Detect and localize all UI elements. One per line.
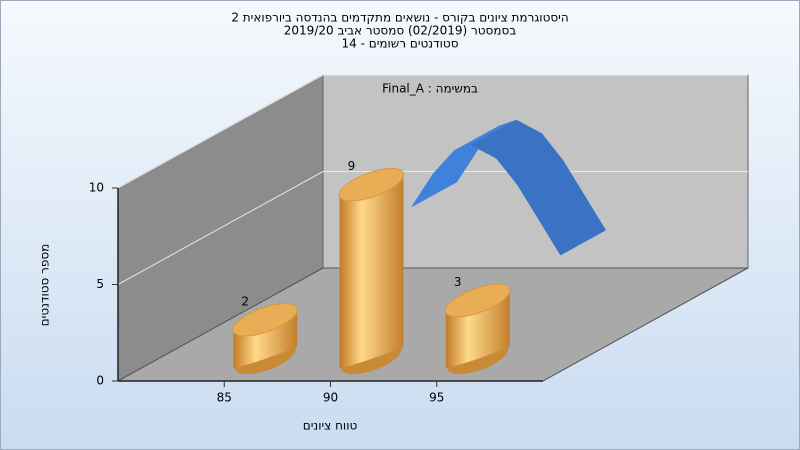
bar [445,283,511,375]
value-label: 9 [348,159,356,173]
x-tick-label: 85 [217,391,232,405]
titles: היסטוגרמת ציונים בקורס - נושאים מתקדמים … [231,11,568,51]
y-axis-label: מספר סטודנטים [38,244,52,327]
y-tick-label: 0 [96,374,104,388]
value-label: 2 [241,294,249,308]
x-tick-label: 90 [323,391,338,405]
bar [232,303,298,375]
curve-segment [538,195,607,256]
grid-line [117,74,748,189]
bar-body [339,172,404,369]
y-tick-label: 5 [96,277,104,291]
x-tick-label: 95 [429,391,444,405]
y-tick-label: 10 [89,181,104,195]
bar-top [338,168,405,202]
value-label: 3 [454,275,462,289]
bar-top [445,283,511,318]
annotation: במשימה : Final_A [382,82,478,96]
bar-top [232,303,298,337]
grid-line [117,171,748,285]
chart-subtitle: בסמסטר (02/2019) סמסטר אביב 2019/20 [284,24,516,38]
bar [338,168,405,375]
chart-subtitle: סטודנטים רשומים - 14 [341,37,458,51]
chart-title: היסטוגרמת ציונים בקורס - נושאים מתקדמים … [231,11,568,25]
x-axis-label: טווח ציונים [303,419,358,433]
plot-area: 0 5 10 85 90 95 2 9 3 [89,74,749,405]
